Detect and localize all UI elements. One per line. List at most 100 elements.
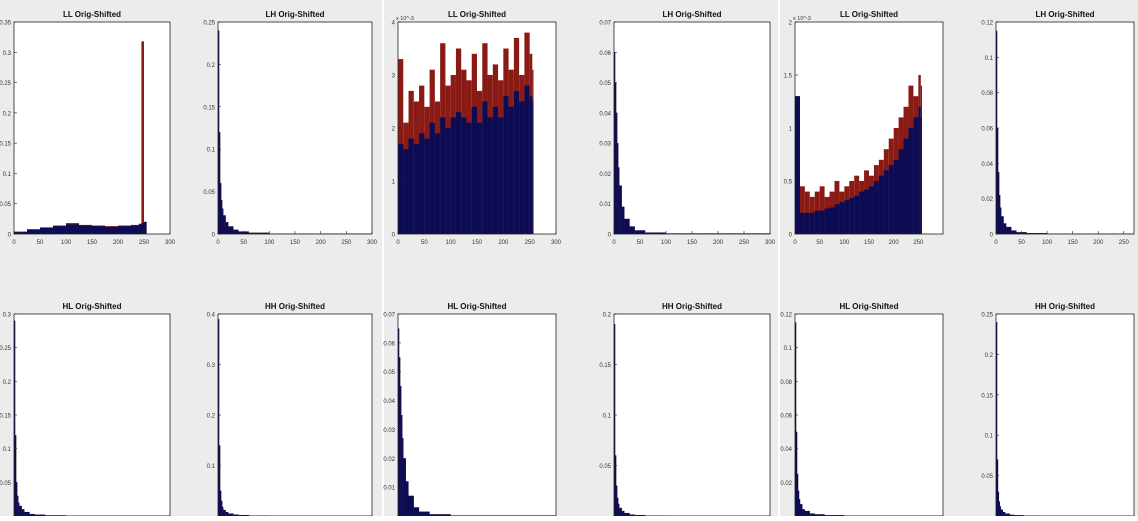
- histogram-bar: [618, 504, 619, 516]
- y-tick-label: 0.2: [985, 353, 994, 359]
- y-tick-label: 0.15: [981, 393, 993, 399]
- histogram-bar: [622, 207, 625, 234]
- histogram-bar: [820, 211, 825, 234]
- y-tick-label: 0.12: [780, 313, 792, 319]
- histogram-bar: [894, 160, 899, 234]
- histogram-panel: LH Orig-Shifted00.020.040.060.080.10.120…: [981, 10, 1134, 246]
- histogram-bar: [403, 458, 406, 516]
- histogram-bar: [419, 133, 424, 234]
- histogram-bar: [884, 170, 889, 234]
- y-tick-label: 0.15: [0, 142, 12, 148]
- x-tick-label: 150: [87, 240, 98, 246]
- x-tick-label: 300: [551, 240, 562, 246]
- y-exponent-label: x 10^-3: [793, 16, 811, 22]
- histogram-bar: [874, 181, 879, 234]
- histogram-bar: [118, 226, 131, 234]
- y-tick-label: 0.1: [3, 447, 12, 453]
- y-tick-label: 0.15: [0, 414, 12, 420]
- y-tick-label: 0.05: [383, 370, 395, 376]
- plot-area: [14, 314, 170, 516]
- y-tick-label: 0.05: [0, 202, 12, 208]
- x-tick-label: 300: [367, 240, 378, 246]
- histogram-panel: LL Orig-Shifted00.050.10.150.20.250.30.3…: [0, 10, 176, 246]
- panel-title: HH Orig-Shifted: [662, 302, 722, 311]
- histogram-bar: [998, 172, 999, 234]
- panel-title: LH Orig-Shifted: [265, 10, 324, 19]
- x-tick-label: 250: [739, 240, 750, 246]
- histogram-bar: [805, 213, 810, 234]
- y-tick-label: 0.2: [207, 63, 216, 69]
- x-tick-label: 150: [472, 240, 483, 246]
- y-tick-label: 0.05: [599, 464, 611, 470]
- histogram-bar: [456, 112, 461, 234]
- y-tick-label: 0.2: [3, 380, 12, 386]
- y-tick-label: 0.1: [3, 172, 12, 178]
- plot-area: [996, 22, 1134, 234]
- histogram-bar: [889, 165, 894, 234]
- histogram-bar: [830, 208, 835, 235]
- histogram-bar: [233, 230, 238, 234]
- histogram-bar: [461, 117, 466, 234]
- histogram-bar: [503, 96, 508, 234]
- y-tick-label: 0.15: [203, 105, 215, 111]
- histogram-bar: [403, 149, 408, 234]
- histogram-bar: [409, 496, 414, 516]
- x-tick-label: 300: [765, 240, 776, 246]
- y-tick-label: 0.04: [599, 111, 611, 117]
- y-tick-label: 0.25: [0, 346, 12, 352]
- histogram-bar: [222, 209, 223, 234]
- y-tick-label: 0.05: [203, 190, 215, 196]
- histogram-bar: [815, 211, 820, 234]
- y-tick-label: 0.06: [383, 341, 395, 347]
- x-tick-label: 200: [713, 240, 724, 246]
- histogram-bar: [519, 102, 524, 235]
- y-tick-label: 0.12: [981, 21, 993, 27]
- histogram-bar: [869, 186, 874, 234]
- histogram-bar: [904, 139, 909, 234]
- histogram-bar: [22, 509, 25, 516]
- histogram-bar: [854, 196, 859, 234]
- histogram-bar: [430, 123, 435, 234]
- histogram-bar: [402, 438, 403, 516]
- x-tick-label: 200: [113, 240, 124, 246]
- histogram-bar: [805, 511, 810, 516]
- y-tick-label: 0.04: [981, 162, 993, 168]
- histogram-bar: [400, 386, 401, 516]
- panel-title: HL Orig-Shifted: [448, 302, 507, 311]
- histogram-bar: [92, 226, 105, 234]
- plot-area: [398, 314, 556, 516]
- x-tick-label: 50: [37, 240, 44, 246]
- histogram-bar: [913, 117, 918, 234]
- histogram-bar: [800, 213, 805, 234]
- y-tick-label: 0.25: [0, 81, 12, 87]
- histogram-bar: [220, 491, 221, 516]
- histogram-bar: [440, 117, 445, 234]
- histogram-bar: [834, 204, 839, 234]
- plot-area: [614, 314, 770, 516]
- histogram-bar: [18, 503, 19, 516]
- x-tick-label: 100: [264, 240, 275, 246]
- histogram-bar: [66, 224, 79, 234]
- histogram-bar: [622, 511, 625, 516]
- histogram-bar: [223, 510, 226, 516]
- histogram-bar: [219, 132, 220, 234]
- histogram-bar: [618, 167, 619, 234]
- panel-title: LL Orig-Shifted: [63, 10, 121, 19]
- histogram-bar: [524, 86, 529, 234]
- histogram-bar: [532, 102, 533, 235]
- histogram-bar: [619, 508, 622, 516]
- histogram-bar: [27, 230, 40, 234]
- y-tick-label: 1.5: [784, 74, 793, 80]
- x-tick-label: 250: [139, 240, 150, 246]
- y-tick-label: 0.35: [0, 21, 12, 27]
- histogram-bar: [16, 482, 17, 516]
- y-tick-label: 0.15: [599, 363, 611, 369]
- histogram-bar: [849, 198, 854, 234]
- y-tick-label: 0.05: [981, 474, 993, 480]
- y-tick-label: 0.5: [784, 180, 793, 186]
- histogram-bar: [221, 200, 222, 234]
